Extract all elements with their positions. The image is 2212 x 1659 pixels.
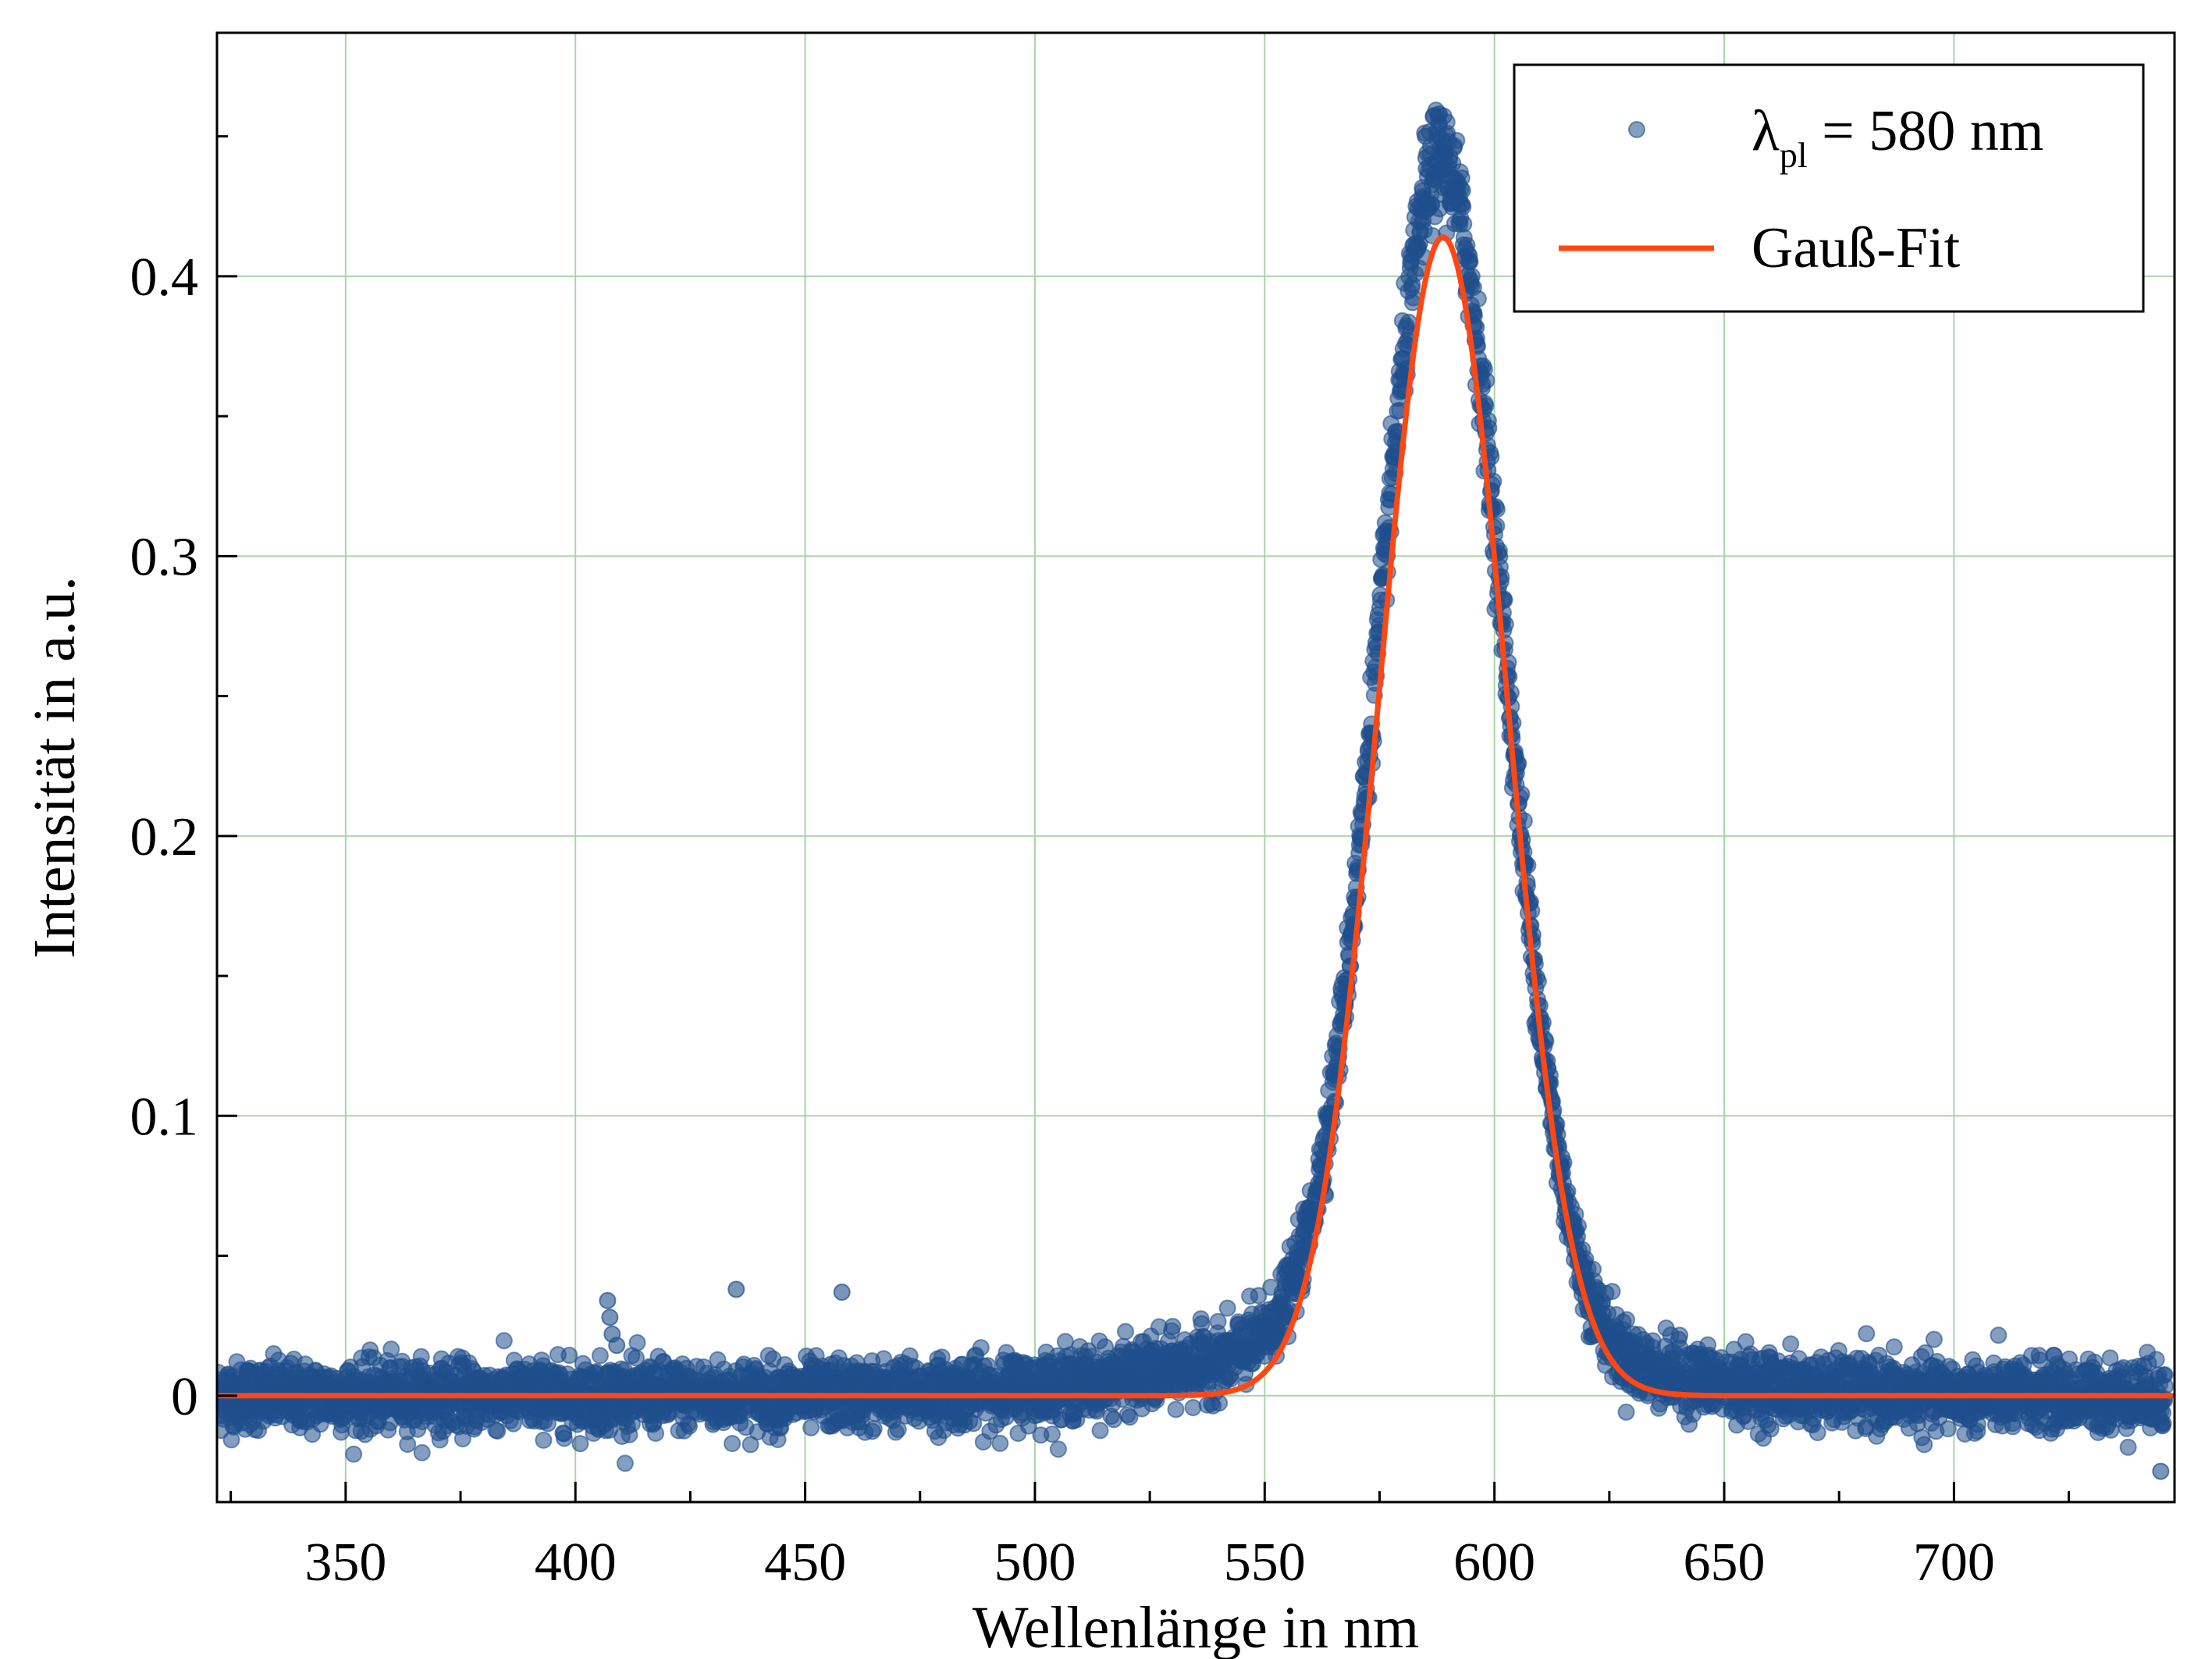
data-point	[399, 1436, 417, 1453]
data-point	[724, 1435, 741, 1452]
data-point	[1211, 1394, 1229, 1412]
data-point	[571, 1435, 589, 1453]
data-point	[1858, 1325, 1876, 1343]
data-point	[2147, 1351, 2165, 1369]
data-point	[628, 1333, 646, 1351]
data-point	[413, 1444, 431, 1461]
data-point	[495, 1332, 513, 1350]
data-point	[1603, 1283, 1621, 1301]
data-point	[1117, 1323, 1134, 1340]
data-point	[2154, 1415, 2172, 1433]
data-point	[1570, 1217, 1587, 1235]
data-point	[1091, 1422, 1109, 1440]
data-point	[991, 1434, 1009, 1452]
data-point	[1808, 1424, 1826, 1441]
data-point	[489, 1422, 507, 1440]
data-point	[591, 1347, 609, 1365]
data-point	[1617, 1403, 1635, 1421]
data-point	[1043, 1426, 1061, 1443]
data-point	[1167, 1401, 1185, 1419]
data-point	[972, 1339, 990, 1357]
data-point	[1990, 1326, 2008, 1344]
data-point	[2119, 1438, 2137, 1456]
data-point	[535, 1431, 553, 1449]
data-points	[217, 101, 2175, 1480]
data-point	[1461, 253, 1479, 271]
data-point	[647, 1424, 664, 1442]
data-point	[1478, 372, 1495, 390]
data-point	[412, 1347, 430, 1365]
data-point	[802, 1419, 820, 1436]
data-point	[345, 1445, 363, 1463]
data-point	[1209, 1312, 1227, 1330]
data-point	[889, 1421, 907, 1438]
data-point	[616, 1454, 634, 1472]
data-point	[1454, 198, 1472, 215]
data-point	[382, 1340, 400, 1358]
data-point	[1049, 1440, 1067, 1458]
data-point	[1618, 1311, 1635, 1329]
data-point	[555, 1429, 573, 1447]
data-point	[1453, 181, 1471, 199]
data-point	[1469, 290, 1487, 308]
data-point	[560, 1347, 578, 1364]
data-point	[1164, 1318, 1182, 1335]
data-point	[1885, 1338, 1903, 1356]
data-point	[1184, 1399, 1202, 1416]
data-point	[1925, 1330, 1943, 1348]
data-point	[865, 1420, 883, 1437]
data-point	[1218, 1299, 1236, 1317]
data-point	[1782, 1335, 1800, 1353]
data-point	[1915, 1436, 1933, 1454]
